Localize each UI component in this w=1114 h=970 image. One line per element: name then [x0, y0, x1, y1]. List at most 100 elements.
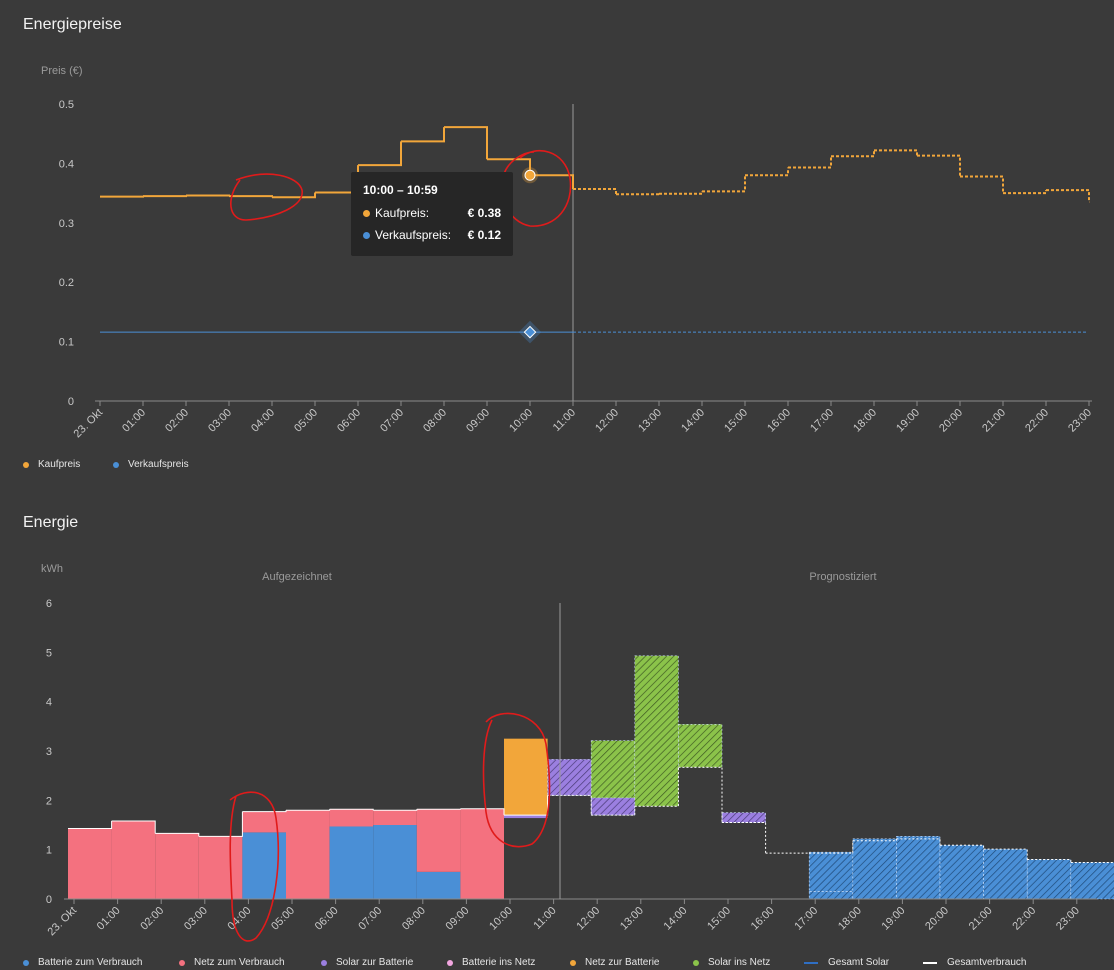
gesamtverbrauch-line-segment [68, 821, 113, 829]
price-x-tick-label: 20:00 [937, 407, 965, 435]
kaufpreis-line-segment [272, 192, 316, 199]
gesamtverbrauch-line-segment [111, 820, 156, 834]
energy-bar-segment [111, 821, 156, 899]
energy-bar-segment [721, 812, 766, 823]
energy-x-tick-label: 14:00 [662, 905, 690, 933]
price-x-tick-label: 02:00 [163, 407, 191, 435]
gesamtverbrauch-line-segment [155, 832, 200, 837]
energy-bar-segment [634, 655, 679, 807]
kaufpreis-line-segment [831, 150, 875, 158]
price-x-tick-label: 14:00 [679, 407, 707, 435]
price-x-tick-label: 22:00 [1023, 407, 1051, 435]
energy-x-tick-label: 22:00 [1010, 905, 1038, 933]
price-x-tick-label: 07:00 [378, 407, 406, 435]
energy-y-tick-label: 4 [46, 697, 52, 709]
energy-x-tick-label: 15:00 [705, 905, 733, 933]
energy-legend-item[interactable]: Gesamtverbrauch [923, 957, 1026, 968]
kaufpreis-line-segment [874, 149, 918, 156]
kaufpreis-line-segment [444, 126, 488, 160]
energy-bar-segment [155, 833, 199, 899]
kaufpreis-line-segment [702, 175, 746, 193]
energy-x-tick-label: 09:00 [444, 905, 472, 933]
energy-legend-item[interactable]: Netz zur Batterie [570, 957, 659, 968]
kaufpreis-line-segment [616, 193, 660, 196]
energy-x-tick-label: 13:00 [618, 905, 646, 933]
energy-bar-segment [242, 811, 286, 833]
red-annotation-circle [229, 791, 280, 942]
energy-legend-item[interactable]: Solar ins Netz [693, 957, 770, 968]
price-y-tick-label: 0.5 [59, 99, 74, 111]
gesamtverbrauch-line-segment [242, 810, 287, 813]
energy-legend-item[interactable]: Gesamt Solar [804, 957, 889, 968]
legend-dot-icon [693, 959, 699, 966]
kaufpreis-line-segment [1003, 190, 1047, 195]
legend-label: Gesamtverbrauch [947, 957, 1027, 968]
energy-bar-segment [242, 832, 286, 899]
price-x-tick-label: 11:00 [551, 407, 578, 434]
price-x-tick-label: 21:00 [980, 407, 1008, 435]
kaufpreis-line-segment [186, 194, 230, 197]
tooltip-sell-label: Verkaufspreis: [375, 228, 452, 242]
price-y-tick-label: 0.4 [59, 158, 74, 170]
kaufpreis-line-segment [917, 154, 961, 177]
energy-x-tick-label: 17:00 [792, 905, 820, 933]
kaufpreis-hover-point [524, 169, 536, 181]
price-chart: Preis (€) 0 0.1 0.2 0.3 0.4 0.5 23. Okt 01:00 02:… [41, 65, 1094, 440]
price-x-tick-label: 05:00 [292, 407, 320, 435]
price-y-axis-label: Preis (€) [41, 65, 83, 77]
energy-bar-segment [416, 809, 461, 872]
legend-label: Netz zur Batterie [585, 957, 660, 968]
energy-bar-segment [504, 738, 548, 816]
energy-x-tick-label: 07:00 [356, 905, 384, 933]
price-legend-item[interactable]: Kaufpreis [23, 459, 80, 470]
energy-legend-item[interactable]: Netz zum Verbrauch [179, 957, 285, 968]
energy-bar-segment [373, 825, 417, 899]
energy-y-axis-label: kWh [41, 563, 63, 575]
energy-legend-item[interactable]: Batterie ins Netz [447, 957, 535, 968]
prices-title: Energiepreise [23, 16, 122, 33]
energy-x-tick-label: 12:00 [574, 905, 602, 933]
kaufpreis-line-segment [143, 195, 187, 198]
legend-dot-icon [113, 461, 119, 468]
energy-legend-item[interactable]: Solar zur Batterie [321, 957, 413, 968]
kaufpreis-line-segment [530, 174, 574, 189]
gesamtverbrauch-line-segment [678, 766, 723, 823]
price-x-tick-label: 06:00 [335, 407, 363, 435]
energy-bar-segment [547, 759, 592, 796]
price-legend-item[interactable]: Verkaufspreis [113, 459, 189, 470]
gesamtverbrauch-line-segment [547, 794, 592, 816]
legend-label: Batterie zum Verbrauch [38, 957, 143, 968]
legend-dot-icon [179, 959, 185, 966]
kaufpreis-line-segment [100, 195, 144, 198]
energy-title: Energie [23, 514, 79, 531]
price-x-tick-label: 13:00 [636, 407, 664, 435]
energy-bar-segment [329, 809, 374, 827]
kaufpreis-line-segment [358, 141, 402, 167]
region-label-forecast: Prognostiziert [809, 571, 876, 583]
legend-dot-icon [570, 959, 576, 966]
red-annotation-circle [230, 173, 303, 221]
legend-label: Solar zur Batterie [336, 957, 414, 968]
energy-bar-segment [504, 815, 548, 819]
tooltip-row-sell: Verkaufspreis: € 0.12 [363, 228, 501, 242]
energy-y-tick-label: 3 [46, 746, 52, 758]
energy-x-tick-label: 02:00 [138, 905, 166, 933]
energy-bar-segment [590, 740, 636, 799]
region-label-recorded: Aufgezeichnet [262, 571, 332, 583]
energy-y-tick-label: 1 [46, 845, 52, 857]
gesamtverbrauch-line-segment [722, 822, 767, 854]
price-x-tick-label: 12:00 [593, 407, 621, 435]
energy-bar-segment [590, 797, 636, 816]
price-x-tick-label: 17:00 [808, 407, 836, 435]
legend-label: Verkaufspreis [128, 459, 189, 470]
legend-label: Gesamt Solar [828, 957, 890, 968]
gesamtverbrauch-line-segment [634, 767, 679, 807]
legend-line-icon [923, 961, 937, 964]
gesamtverbrauch-line-segment [591, 806, 636, 816]
energy-legend-item[interactable]: Batterie zum Verbrauch [23, 957, 143, 968]
legend-dot-icon [23, 461, 29, 468]
energy-bar-segment [808, 851, 854, 892]
energy-x-tick-label: 01:00 [95, 905, 123, 933]
energy-x-tick-label: 23:00 [1054, 905, 1082, 933]
energy-bar-segment [852, 838, 897, 900]
